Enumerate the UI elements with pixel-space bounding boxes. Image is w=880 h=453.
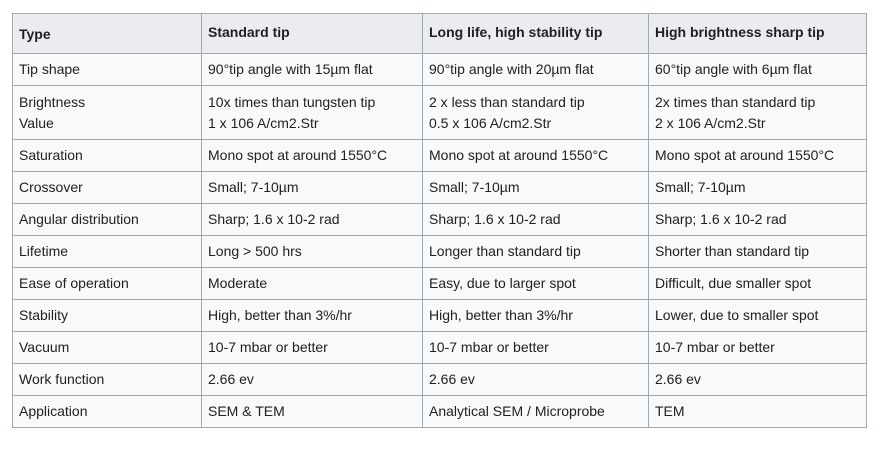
table-cell: Easy, due to larger spot (422, 267, 649, 300)
table-cell: Long > 500 hrs (201, 235, 423, 268)
table-cell: 2x times than standard tip 2 x 106 A/cm2.… (648, 85, 867, 140)
table-cell: Difficult, due smaller spot (648, 267, 867, 300)
table-cell: 90°tip angle with 20µm flat (422, 53, 649, 86)
table-cell: Crossover (12, 171, 202, 204)
table-cell: 2.66 ev (201, 363, 423, 396)
cell-line: 1 x 106 A/cm2.Str (208, 114, 319, 131)
table-row: Work function 2.66 ev 2.66 ev 2.66 ev (12, 363, 867, 396)
table-cell: Mono spot at around 1550°C (422, 139, 649, 172)
table-cell: Longer than standard tip (422, 235, 649, 268)
table-cell: Work function (12, 363, 202, 396)
table-cell: Analytical SEM / Microprobe (422, 395, 649, 428)
table-row: Ease of operation Moderate Easy, due to la… (12, 267, 867, 300)
cell-line: Value (19, 114, 54, 131)
table-cell: High, better than 3%/hr (422, 299, 649, 332)
table-cell: Brightness Value (12, 85, 202, 140)
table-row: Stability High, better than 3%/hr High, be… (12, 299, 867, 332)
table-cell: 10-7 mbar or better (201, 331, 423, 364)
table-cell: Application (12, 395, 202, 428)
table-cell: SEM & TEM (201, 395, 423, 428)
table-cell: Saturation (12, 139, 202, 172)
table-cell: 2 x less than standard tip 0.5 x 106 A/cm… (422, 85, 649, 140)
table-cell: Small; 7-10µm (201, 171, 423, 204)
table-cell: Small; 7-10µm (422, 171, 649, 204)
table-cell: Sharp; 1.6 x 10-2 rad (422, 203, 649, 236)
header-cell: High brightness sharp tip (648, 13, 867, 54)
table-cell: Lower, due to smaller spot (648, 299, 867, 332)
table-cell: 10-7 mbar or better (422, 331, 649, 364)
table-cell: Shorter than standard tip (648, 235, 867, 268)
table-row: Saturation Mono spot at around 1550°C Mono… (12, 139, 867, 172)
table-body: Tip shape 90°tip angle with 15µm flat 90°t… (12, 53, 867, 428)
table-cell: Tip shape (12, 53, 202, 86)
table-cell: 2.66 ev (422, 363, 649, 396)
cell-line: 10x times than tungsten tip (208, 93, 376, 110)
table-cell: TEM (648, 395, 867, 428)
table-cell: 10-7 mbar or better (648, 331, 867, 364)
table-row: Angular distribution Sharp; 1.6 x 10-2 ra… (12, 203, 867, 236)
table-cell: Small; 7-10µm (648, 171, 867, 204)
table-row: Tip shape 90°tip angle with 15µm flat 90°t… (12, 53, 867, 86)
table-cell: Sharp; 1.6 x 10-2 rad (648, 203, 867, 236)
table-cell: Angular distribution (12, 203, 202, 236)
table-row: Vacuum 10-7 mbar or better 10-7 mbar or be… (12, 331, 867, 364)
table-cell: Mono spot at around 1550°C (201, 139, 423, 172)
cell-line: Brightness (19, 93, 86, 110)
header-cell: Standard tip (201, 13, 423, 54)
table-row: Application SEM & TEM Analytical SEM / Mic… (12, 395, 867, 428)
header-row: Type Standard tip Long life, high stabilit… (12, 13, 867, 54)
table-cell: 60°tip angle with 6µm flat (648, 53, 867, 86)
cell-line: 2 x less than standard tip (429, 93, 585, 110)
table-cell: Stability (12, 299, 202, 332)
table-cell: Mono spot at around 1550°C (648, 139, 867, 172)
table-row: Brightness Value 10x times than tungsten t… (12, 85, 867, 140)
comparison-table: Type Standard tip Long life, high stabilit… (12, 13, 867, 428)
table-cell: 10x times than tungsten tip 1 x 106 A/cm2… (201, 85, 423, 140)
table-cell: High, better than 3%/hr (201, 299, 423, 332)
table-cell: Lifetime (12, 235, 202, 268)
header-cell: Long life, high stability tip (422, 13, 649, 54)
table-cell: 2.66 ev (648, 363, 867, 396)
table-cell: Ease of operation (12, 267, 202, 300)
table-cell: 90°tip angle with 15µm flat (201, 53, 423, 86)
table-cell: Vacuum (12, 331, 202, 364)
table-row: Crossover Small; 7-10µm Small; 7-10µm Small… (12, 171, 867, 204)
table-cell: Moderate (201, 267, 423, 300)
cell-line: 2 x 106 A/cm2.Str (655, 114, 766, 131)
table-row: Lifetime Long > 500 hrs Longer than standa… (12, 235, 867, 268)
cell-line: 2x times than standard tip (655, 93, 816, 110)
table-cell: Sharp; 1.6 x 10-2 rad (201, 203, 423, 236)
header-cell: Type (12, 13, 202, 54)
cell-line: 0.5 x 106 A/cm2.Str (429, 114, 552, 131)
